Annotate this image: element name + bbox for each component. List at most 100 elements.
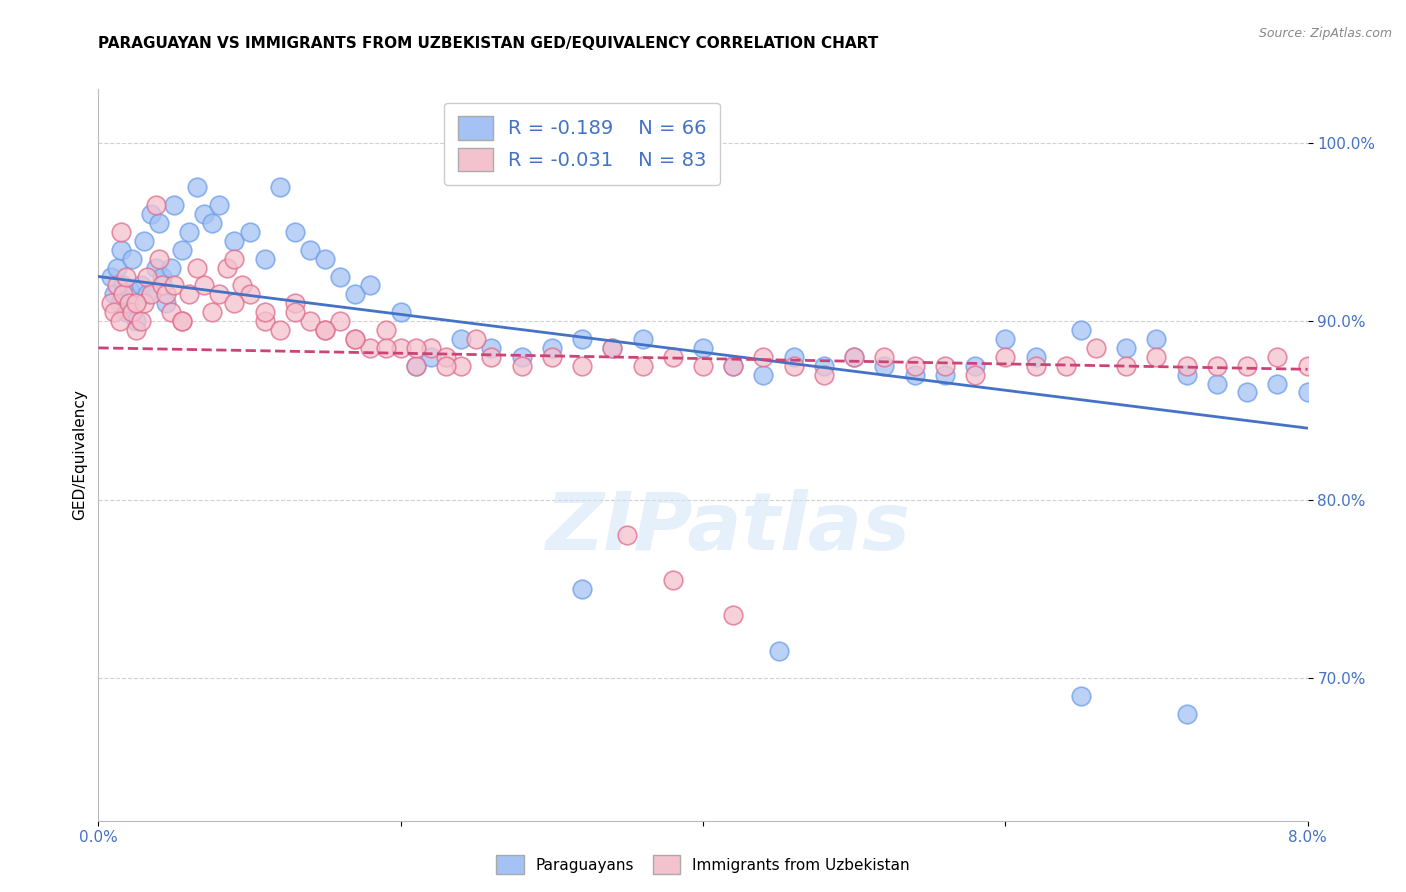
Point <box>540 350 562 364</box>
Text: Source: ZipAtlas.com: Source: ZipAtlas.com <box>1258 27 1392 40</box>
Point <box>1146 332 1168 346</box>
Point <box>692 341 714 355</box>
Point <box>389 305 412 319</box>
Point <box>150 278 173 293</box>
Point <box>1267 376 1289 391</box>
Point <box>420 341 443 355</box>
Point <box>1070 323 1092 337</box>
Point <box>103 305 125 319</box>
Point <box>782 359 804 373</box>
Point <box>201 216 224 230</box>
Point <box>114 269 136 284</box>
Point <box>110 243 132 257</box>
Point <box>1070 689 1092 703</box>
Point <box>994 350 1017 364</box>
Point <box>405 359 427 373</box>
Point <box>125 323 148 337</box>
Point <box>170 314 193 328</box>
Point <box>129 314 152 328</box>
Point <box>110 225 132 239</box>
Point <box>1236 359 1258 373</box>
Point <box>904 359 927 373</box>
Point <box>314 323 336 337</box>
Point <box>215 260 238 275</box>
Point <box>873 350 896 364</box>
Point <box>1175 706 1198 721</box>
Point <box>224 296 246 310</box>
Point <box>661 573 683 587</box>
Point <box>129 278 152 293</box>
Point <box>1236 385 1258 400</box>
Point <box>510 350 533 364</box>
Point <box>481 341 503 355</box>
Point <box>965 368 987 382</box>
Point <box>135 269 157 284</box>
Point <box>450 332 472 346</box>
Point <box>661 350 683 364</box>
Point <box>1175 368 1198 382</box>
Point <box>844 350 866 364</box>
Point <box>813 359 835 373</box>
Point <box>111 287 134 301</box>
Point <box>481 350 503 364</box>
Point <box>723 359 745 373</box>
Point <box>344 332 367 346</box>
Point <box>344 287 367 301</box>
Point <box>1206 376 1229 391</box>
Point <box>163 198 186 212</box>
Point <box>1296 359 1319 373</box>
Point <box>135 287 157 301</box>
Point <box>299 314 322 328</box>
Point <box>231 278 253 293</box>
Point <box>994 332 1017 346</box>
Point <box>389 341 412 355</box>
Point <box>571 582 593 596</box>
Point <box>1175 359 1198 373</box>
Point <box>121 305 143 319</box>
Point <box>360 278 382 293</box>
Point <box>239 225 262 239</box>
Point <box>631 359 654 373</box>
Point <box>108 314 131 328</box>
Point <box>782 350 804 364</box>
Point <box>329 314 352 328</box>
Point <box>141 287 163 301</box>
Point <box>193 278 215 293</box>
Point <box>150 269 173 284</box>
Point <box>434 359 457 373</box>
Point <box>108 296 131 310</box>
Point <box>141 207 163 221</box>
Point <box>170 314 193 328</box>
Point <box>314 323 336 337</box>
Point <box>571 359 593 373</box>
Point <box>1115 359 1137 373</box>
Point <box>284 305 307 319</box>
Point <box>374 341 396 355</box>
Point <box>201 305 224 319</box>
Point <box>170 243 193 257</box>
Point <box>148 216 170 230</box>
Point <box>631 332 654 346</box>
Point <box>208 287 231 301</box>
Point <box>405 359 427 373</box>
Point <box>111 278 134 293</box>
Point <box>239 287 262 301</box>
Point <box>299 243 322 257</box>
Point <box>105 260 128 275</box>
Point <box>186 180 208 194</box>
Point <box>118 282 141 296</box>
Point <box>193 207 215 221</box>
Point <box>420 350 443 364</box>
Point <box>186 260 208 275</box>
Point <box>1146 350 1168 364</box>
Point <box>121 252 143 266</box>
Legend: R = -0.189    N = 66, R = -0.031    N = 83: R = -0.189 N = 66, R = -0.031 N = 83 <box>444 103 720 185</box>
Point <box>132 296 155 310</box>
Point <box>934 368 956 382</box>
Point <box>1115 341 1137 355</box>
Point <box>253 252 276 266</box>
Point <box>344 332 367 346</box>
Point <box>179 287 201 301</box>
Point <box>1296 385 1319 400</box>
Point <box>510 359 533 373</box>
